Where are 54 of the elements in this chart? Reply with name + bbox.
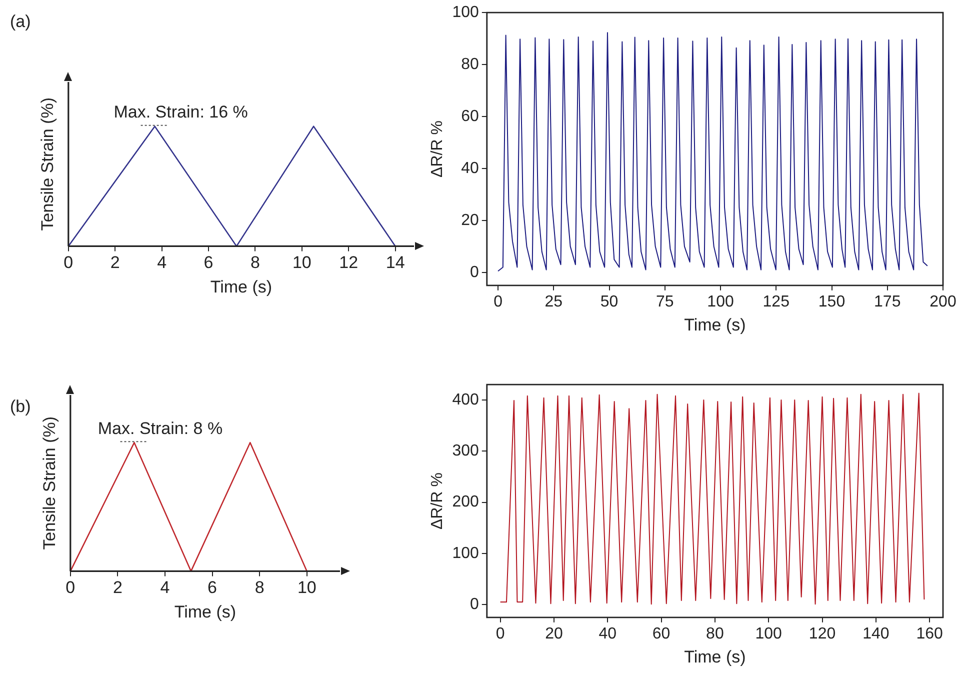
x-axis-title: Time (s): [210, 277, 272, 296]
x-tick-label: 60: [652, 625, 670, 642]
x-tick-label: 80: [706, 625, 724, 642]
y-axis-title: ΔR/R %: [429, 472, 446, 530]
annotation: Max. Strain: 8 %: [98, 418, 223, 438]
x-tick-label: 8: [254, 578, 264, 598]
y-tick-label: 20: [461, 212, 479, 229]
x-tick-label: 0: [64, 253, 74, 272]
x-axis-title: Time (s): [174, 602, 236, 622]
annotation: Max. Strain: 16 %: [114, 102, 248, 122]
x-tick-label: 8: [250, 253, 260, 272]
x-tick-label: 2: [110, 253, 120, 272]
x-tick-label: 50: [600, 293, 618, 310]
y-tick-label: 0: [470, 596, 479, 614]
chart-title: (b): [10, 397, 31, 416]
y-tick-label: 200: [452, 494, 479, 511]
x-tick-label: 4: [160, 578, 170, 598]
x-tick-label: 175: [874, 293, 901, 310]
y-tick-label: 100: [452, 4, 479, 22]
x-tick-label: 10: [297, 578, 316, 598]
y-axis-title: Tensile Strain (%): [38, 97, 57, 231]
x-tick-label: 150: [818, 293, 846, 310]
x-tick-label: 6: [204, 253, 214, 272]
x-tick-label: 4: [157, 253, 167, 272]
y-tick-label: 60: [461, 108, 479, 125]
chart-title: (a): [10, 12, 31, 32]
x-tick-label: 140: [862, 625, 890, 642]
y-tick-label: 80: [461, 56, 479, 73]
y-tick-label: 100: [452, 544, 479, 562]
y-axis-title: ΔR/R %: [429, 120, 446, 178]
x-tick-label: 0: [494, 293, 503, 310]
y-axis-title: Tensile Strain (%): [40, 416, 59, 550]
x-tick-label: 40: [598, 625, 617, 642]
x-tick-label: 75: [656, 293, 674, 310]
x-tick-label: 6: [208, 578, 218, 598]
x-tick-label: 2: [112, 578, 122, 598]
x-tick-label: 120: [808, 625, 836, 642]
x-tick-label: 200: [930, 293, 956, 310]
x-tick-label: 0: [66, 578, 76, 598]
x-tick-label: 14: [386, 253, 405, 272]
y-tick-label: 300: [452, 442, 479, 460]
y-tick-label: 40: [461, 160, 479, 177]
x-axis-title: Time (s): [684, 647, 746, 666]
x-tick-label: 25: [544, 293, 563, 310]
x-tick-label: 12: [339, 253, 358, 272]
x-tick-label: 160: [916, 625, 944, 642]
x-tick-label: 100: [707, 293, 734, 310]
x-tick-label: 10: [292, 253, 312, 272]
x-tick-label: 100: [755, 625, 782, 642]
x-tick-label: 20: [545, 625, 563, 642]
x-axis-title: Time (s): [684, 315, 746, 334]
y-tick-label: 400: [452, 391, 479, 408]
x-tick-label: 125: [762, 293, 790, 310]
x-tick-label: 0: [496, 625, 505, 642]
